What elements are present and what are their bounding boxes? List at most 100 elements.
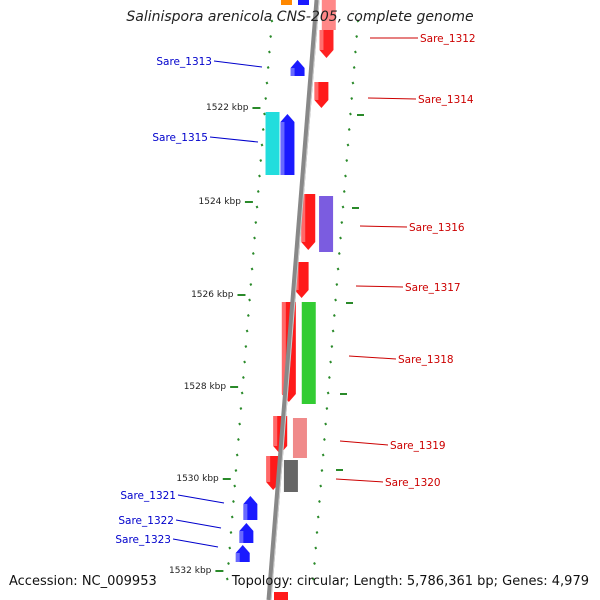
leader-line-Sare_1316	[359, 225, 408, 228]
leader-line-Sare_1318	[348, 355, 397, 360]
gene-label-Sare_1319: Sare_1319	[390, 440, 446, 452]
kbp-tick-label: 1532 kbp	[169, 566, 212, 576]
track-dot-right	[323, 438, 326, 441]
track-dot-left	[246, 314, 250, 317]
kbp-tick-label: 1526 kbp	[191, 290, 234, 300]
track-dot-left	[249, 283, 253, 286]
track-dot-right	[327, 376, 331, 379]
track-dot-right	[316, 515, 320, 519]
kbp-tick-label: 1522 kbp	[206, 103, 249, 113]
track-dot-left	[230, 515, 234, 519]
leader-line-Sare_1320	[335, 478, 384, 483]
track-dot-right	[331, 329, 335, 333]
track-dot-right	[337, 252, 341, 255]
gene-label-Sare_1322: Sare_1322	[118, 515, 174, 527]
track-dot-left	[261, 128, 265, 131]
track-dot-left	[235, 453, 239, 457]
track-dot-right	[314, 546, 318, 550]
track-dot-right	[341, 205, 345, 209]
track-dot-left	[233, 484, 237, 488]
gene-bar-Sare_1313-highlight	[290, 68, 295, 76]
track-dot-right	[330, 345, 334, 348]
track-dot-left	[241, 376, 245, 379]
gene-fragment-top-orange	[281, 0, 292, 5]
track-dot-left	[253, 236, 256, 240]
track-dot-right	[313, 562, 316, 565]
gene-label-Sare_1316: Sare_1316	[409, 222, 465, 234]
gene-bar-Sare_1316-highlight	[301, 194, 306, 242]
track-dot-left	[251, 252, 255, 255]
track-dot-left	[250, 267, 254, 271]
gene-label-Sare_1317: Sare_1317	[405, 282, 461, 294]
backbone-line	[266, 0, 320, 600]
track-dot-right	[319, 484, 323, 488]
track-dot-right	[325, 407, 329, 410]
track-dot-right	[349, 112, 352, 116]
feature-bar-Sare_1315	[265, 112, 280, 175]
backbone-highlight	[270, 0, 320, 600]
gene-label-Sare_1315: Sare_1315	[152, 132, 208, 144]
gene-bar-Sare_1314-highlight	[314, 82, 319, 100]
track-dot-left	[225, 577, 229, 581]
track-dot-left	[240, 391, 244, 395]
track-dot-left	[258, 174, 261, 178]
feature-bar-Sare_1316	[319, 196, 334, 252]
track-dot-left	[232, 500, 235, 503]
gene-label-Sare_1313: Sare_1313	[156, 56, 212, 68]
track-dot-left	[256, 190, 260, 193]
gene-bar-Sare_1318-highlight	[281, 302, 286, 394]
track-dot-left	[229, 531, 233, 534]
track-dot-left	[227, 562, 230, 565]
track-dot-right	[326, 391, 330, 395]
track-dot-left	[259, 159, 263, 162]
track-dot-left	[268, 50, 271, 54]
track-dot-right	[318, 500, 321, 503]
gene-label-Sare_1323: Sare_1323	[115, 534, 171, 546]
track-dot-left	[263, 112, 266, 116]
track-dot-left	[243, 360, 247, 364]
feature-bar-Sare_1320	[283, 460, 298, 492]
kbp-tick-label: 1530 kbp	[176, 474, 219, 484]
track-dot-left	[270, 19, 274, 23]
track-dot-right	[334, 298, 337, 302]
leader-line-Sare_1322	[175, 519, 222, 529]
track-dot-right	[351, 81, 355, 85]
gene-bar-Sare_1321	[243, 496, 258, 520]
gene-bar-Sare_1313	[290, 60, 305, 76]
track-dot-right	[344, 174, 347, 178]
track-dot-right	[356, 19, 360, 23]
gene-bar-Sare_1315	[280, 114, 295, 175]
track-dot-left	[266, 66, 270, 69]
leader-line-Sare_1323	[172, 538, 219, 548]
track-dot-left	[228, 546, 232, 550]
gene-fragment-top-blue	[298, 0, 309, 5]
track-dot-left	[245, 329, 249, 333]
kbp-tick-label: 1524 kbp	[199, 197, 242, 207]
track-dot-left	[264, 97, 268, 100]
gene-label-Sare_1314: Sare_1314	[418, 94, 474, 106]
gene-fragment-bottom-red	[274, 592, 288, 600]
track-dot-right	[336, 267, 340, 271]
gene-bar-Sare_1320-highlight	[266, 456, 271, 482]
track-dot-right	[352, 66, 356, 69]
gene-label-Sare_1320: Sare_1320	[385, 477, 441, 489]
gene-bar-Sare_1312-highlight	[319, 30, 324, 50]
feature-bar-Sare_1319	[292, 418, 307, 458]
gene-bar-Sare_1312	[319, 30, 334, 58]
gene-label-Sare_1312: Sare_1312	[420, 33, 476, 45]
gene-bar-Sare_1323-highlight	[235, 553, 240, 562]
accession-label: Accession: NC_009953	[9, 574, 157, 589]
gene-bar-Sare_1323	[235, 545, 250, 562]
track-dot-right	[350, 97, 354, 100]
track-dot-left	[260, 143, 264, 147]
track-dot-left	[255, 205, 259, 209]
track-dot-left	[269, 35, 273, 38]
track-dot-right	[335, 283, 339, 286]
track-dot-right	[324, 422, 328, 426]
track-dot-right	[347, 128, 351, 131]
track-dot-right	[346, 143, 350, 147]
track-dot-left	[238, 422, 242, 426]
gene-label-Sare_1321: Sare_1321	[120, 490, 176, 502]
gene-bar-Sare_1321-highlight	[243, 504, 248, 520]
